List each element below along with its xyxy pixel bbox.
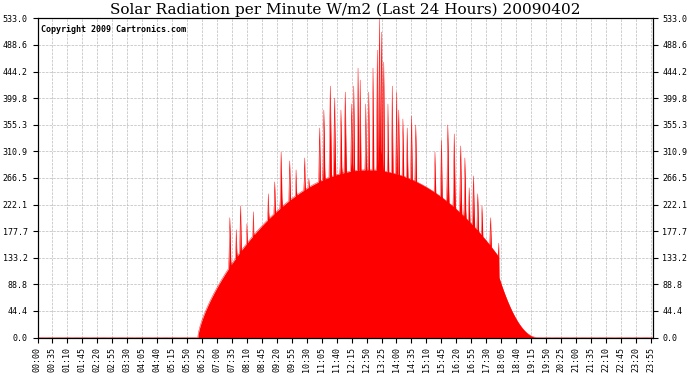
Title: Solar Radiation per Minute W/m2 (Last 24 Hours) 20090402: Solar Radiation per Minute W/m2 (Last 24… [110, 3, 580, 17]
Text: Copyright 2009 Cartronics.com: Copyright 2009 Cartronics.com [41, 25, 186, 34]
